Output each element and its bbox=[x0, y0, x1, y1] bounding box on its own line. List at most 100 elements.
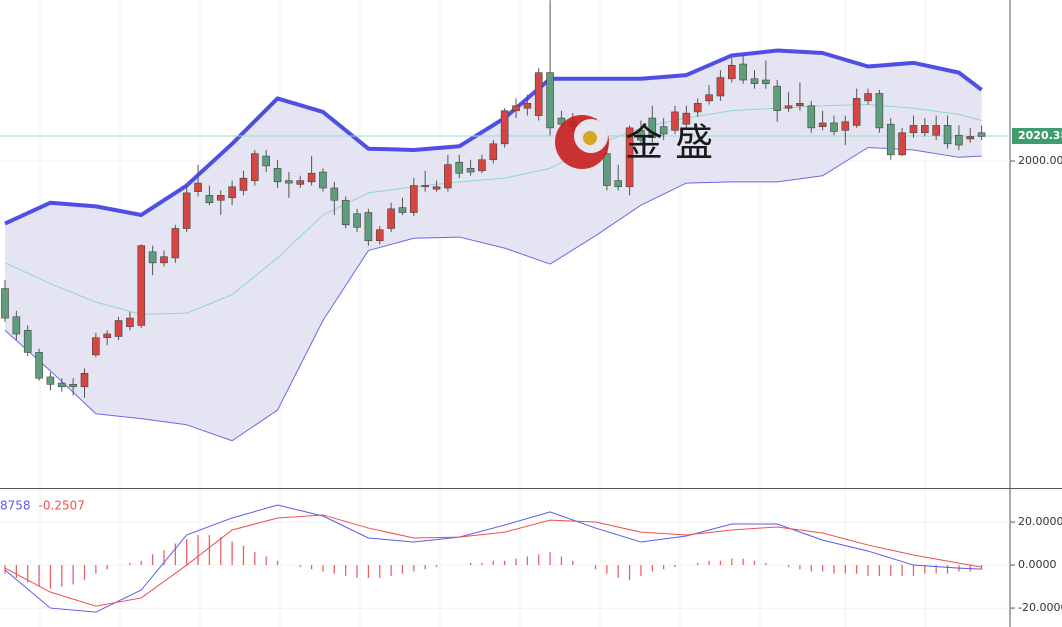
middle-band bbox=[4, 104, 982, 315]
candle-body bbox=[285, 180, 293, 184]
candle-body bbox=[455, 161, 464, 174]
last-price-label: 2020.380 bbox=[1018, 129, 1062, 142]
candle-body bbox=[182, 192, 191, 229]
candle-body bbox=[103, 333, 112, 338]
candle-body bbox=[784, 105, 793, 109]
candle-body bbox=[421, 185, 429, 188]
candle-body bbox=[796, 103, 804, 107]
candle-body bbox=[273, 168, 282, 183]
candle-body bbox=[114, 320, 123, 337]
y-tick-label: -20.0000 bbox=[1018, 601, 1062, 614]
candle-body bbox=[614, 180, 623, 188]
candle-body bbox=[716, 77, 725, 97]
watermark-logo-dot bbox=[583, 131, 597, 145]
candle-body bbox=[875, 93, 884, 129]
watermark-text: 金 盛 bbox=[625, 121, 713, 165]
candle-body bbox=[603, 153, 611, 186]
candle-body bbox=[12, 316, 21, 335]
candle-body bbox=[398, 207, 407, 213]
candle-body bbox=[773, 85, 782, 111]
candle-body bbox=[886, 123, 895, 156]
candle-body bbox=[57, 382, 66, 388]
y-tick-label: 20.0000 bbox=[1018, 515, 1062, 528]
candle-body bbox=[46, 376, 55, 385]
candle-body bbox=[807, 105, 816, 129]
candle-body bbox=[898, 132, 906, 156]
candle-body bbox=[23, 330, 32, 353]
candle-body bbox=[375, 229, 384, 242]
candle-body bbox=[341, 199, 350, 226]
candle-body bbox=[432, 186, 441, 190]
candle-body bbox=[523, 103, 532, 109]
indicator-value: 8758 bbox=[0, 499, 31, 513]
candle-body bbox=[705, 94, 713, 102]
candle-body bbox=[512, 105, 520, 111]
candle-body bbox=[1, 288, 9, 319]
candle-body bbox=[932, 125, 940, 136]
candle-body bbox=[330, 187, 339, 201]
candle-body bbox=[762, 79, 770, 84]
candle-body bbox=[727, 64, 736, 80]
candle-body bbox=[966, 136, 975, 140]
candle-body bbox=[625, 127, 634, 188]
candle-body bbox=[80, 372, 89, 388]
candle-body bbox=[659, 126, 668, 135]
candle-body bbox=[750, 78, 759, 84]
candle-body bbox=[466, 168, 475, 173]
candle-body bbox=[262, 155, 270, 167]
band-area bbox=[4, 50, 982, 441]
candle-body bbox=[637, 130, 645, 141]
candle-body bbox=[148, 251, 157, 264]
candle-body bbox=[307, 172, 316, 183]
candle-body bbox=[239, 177, 248, 191]
watermark: 金 盛 bbox=[555, 115, 713, 169]
candle-body bbox=[137, 245, 146, 326]
candle-body bbox=[500, 110, 509, 145]
candle-body bbox=[489, 143, 498, 161]
candle-body bbox=[251, 153, 259, 181]
candle-body bbox=[194, 182, 202, 192]
candle-body bbox=[228, 186, 236, 199]
candle-body bbox=[546, 72, 554, 129]
indicator-value: -0.2507 bbox=[39, 499, 85, 513]
candle-body bbox=[319, 171, 327, 189]
candle-body bbox=[444, 164, 452, 189]
candle-body bbox=[739, 63, 747, 81]
candle-body bbox=[35, 352, 43, 379]
candle-body bbox=[648, 117, 657, 138]
candle-body bbox=[682, 112, 691, 125]
candle-body bbox=[818, 122, 827, 127]
candle-body bbox=[296, 180, 305, 185]
candle-body bbox=[864, 93, 872, 102]
candle-body bbox=[387, 208, 395, 229]
candle-body bbox=[841, 121, 850, 131]
candle-body bbox=[671, 111, 679, 131]
candle-body bbox=[160, 256, 168, 264]
y-tick-label: 0.0000 bbox=[1018, 558, 1057, 571]
candle-body bbox=[977, 132, 986, 137]
candle-body bbox=[693, 103, 702, 113]
candle-body bbox=[216, 195, 225, 201]
candle-body bbox=[478, 159, 486, 172]
candle-body bbox=[921, 125, 929, 134]
candle-body bbox=[69, 384, 77, 388]
candle-body bbox=[410, 185, 418, 213]
candle-body bbox=[171, 228, 180, 259]
candle-body bbox=[943, 125, 952, 145]
candle-body bbox=[205, 195, 214, 204]
candle-body bbox=[852, 98, 861, 126]
lower-band bbox=[4, 146, 982, 442]
candle-body bbox=[353, 213, 361, 228]
macd-line bbox=[4, 504, 982, 613]
macd-line bbox=[4, 514, 982, 607]
candle-body bbox=[909, 125, 918, 134]
candle-body bbox=[955, 134, 963, 146]
candle-body bbox=[830, 122, 838, 132]
last-price-tag bbox=[1012, 127, 1062, 144]
candle-body bbox=[534, 72, 543, 116]
candle-body bbox=[92, 337, 100, 356]
y-tick-label: 2000.000 bbox=[1018, 154, 1062, 167]
candle-body bbox=[364, 212, 373, 242]
candle-body bbox=[126, 317, 134, 327]
